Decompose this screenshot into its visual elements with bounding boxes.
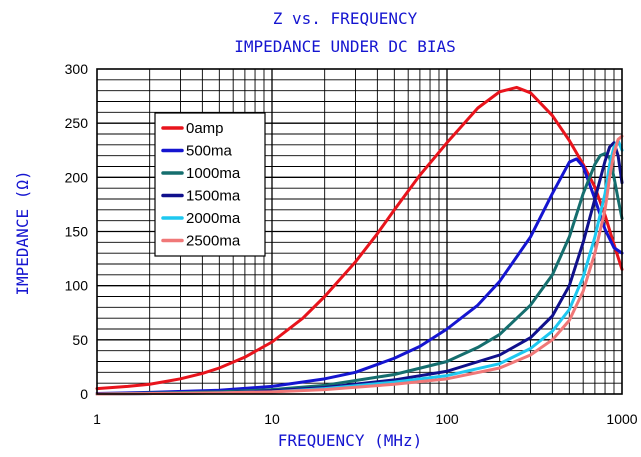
- legend-label-0amp: 0amp: [186, 120, 224, 137]
- x-tick-label: 1: [93, 411, 101, 427]
- series-line-0amp: [95, 85, 624, 391]
- y-tick-label: 100: [65, 278, 89, 294]
- x-tick-label: 10: [264, 411, 280, 427]
- legend-box: [154, 112, 266, 257]
- y-tick-label: 50: [72, 332, 88, 348]
- y-tick-label: 300: [65, 61, 89, 77]
- legend: 0amp 500ma 1000ma 1500ma 2000ma 2500ma: [154, 112, 266, 257]
- x-axis-label: FREQUENCY (MHz): [278, 431, 423, 450]
- y-tick-label: 200: [65, 169, 89, 185]
- legend-label-2500ma: 2500ma: [186, 233, 241, 250]
- series-line-2500ma: [95, 134, 624, 396]
- legend-label-1500ma: 1500ma: [186, 188, 241, 205]
- chart-title: Z vs. FREQUENCY: [273, 9, 418, 28]
- tick-layer: 1 10 100 1000 0 50 100 150 200 250 300: [65, 61, 638, 427]
- plot-frame: [96, 68, 623, 395]
- series-line-1000ma: [95, 152, 624, 396]
- y-tick-label: 150: [65, 224, 89, 240]
- x-tick-label: 100: [435, 411, 459, 427]
- y-axis-label: IMPEDANCE (Ω): [13, 170, 32, 295]
- frame-layer: [96, 68, 623, 395]
- x-tick-label: 1000: [606, 411, 637, 427]
- legend-label-1000ma: 1000ma: [186, 165, 241, 182]
- chart-subtitle: IMPEDANCE UNDER DC BIAS: [234, 37, 456, 56]
- legend-label-500ma: 500ma: [186, 143, 233, 160]
- y-tick-label: 0: [80, 386, 88, 402]
- y-tick-label: 250: [65, 115, 89, 131]
- legend-label-2000ma: 2000ma: [186, 210, 241, 227]
- series-layer: [95, 85, 624, 396]
- series-line-500ma: [95, 157, 624, 395]
